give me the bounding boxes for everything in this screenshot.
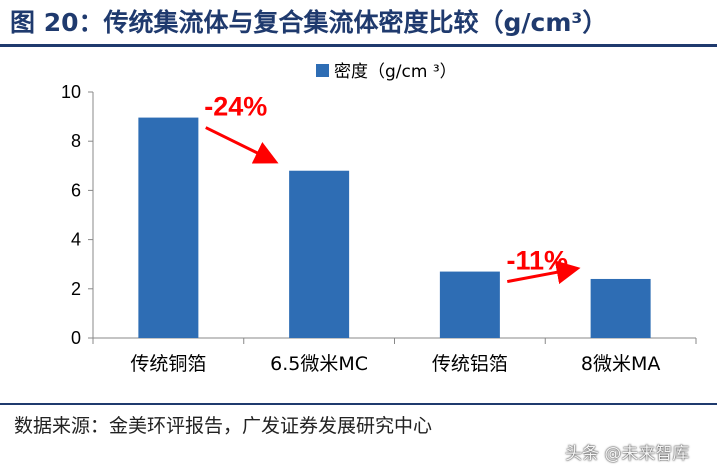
source-divider: [0, 403, 717, 405]
watermark: 头条 @未来智库: [565, 439, 689, 464]
change-annotation: -24%: [204, 92, 267, 122]
x-tick-label: 8微米MA: [581, 353, 660, 375]
y-tick-label: 2: [71, 279, 81, 299]
data-source: 数据来源：金美环评报告，广发证券发展研究中心: [14, 415, 433, 437]
change-arrow: [205, 126, 279, 164]
legend-label: 密度（g/cm ³）: [334, 62, 457, 82]
y-tick-label: 4: [71, 230, 81, 250]
x-tick-label: 传统铝箔: [432, 353, 508, 375]
change-arrow: [506, 260, 581, 285]
y-tick-label: 10: [61, 82, 81, 102]
x-axis-labels: 传统铜箔 6.5微米MC 传统铝箔 8微米MA: [130, 353, 660, 375]
bar: [138, 117, 199, 338]
y-tick-label: 0: [71, 328, 81, 348]
bars: [138, 117, 651, 338]
legend: 密度（g/cm ³）: [316, 62, 457, 82]
bar: [590, 278, 651, 338]
bar: [439, 271, 500, 338]
y-tick-label: 6: [71, 180, 81, 200]
annotations: -24%-11%: [204, 92, 581, 285]
chart-title: 图 20：传统集流体与复合集流体密度比较（g/cm³）: [10, 8, 608, 37]
y-tick-label: 8: [71, 131, 81, 151]
title-divider: [0, 44, 717, 47]
legend-swatch: [316, 64, 329, 77]
x-tick-label: 6.5微米MC: [270, 353, 368, 375]
bar: [289, 170, 350, 338]
watermark-text: 头条 @未来智库: [565, 444, 690, 464]
x-tick-label: 传统铜箔: [130, 353, 206, 375]
